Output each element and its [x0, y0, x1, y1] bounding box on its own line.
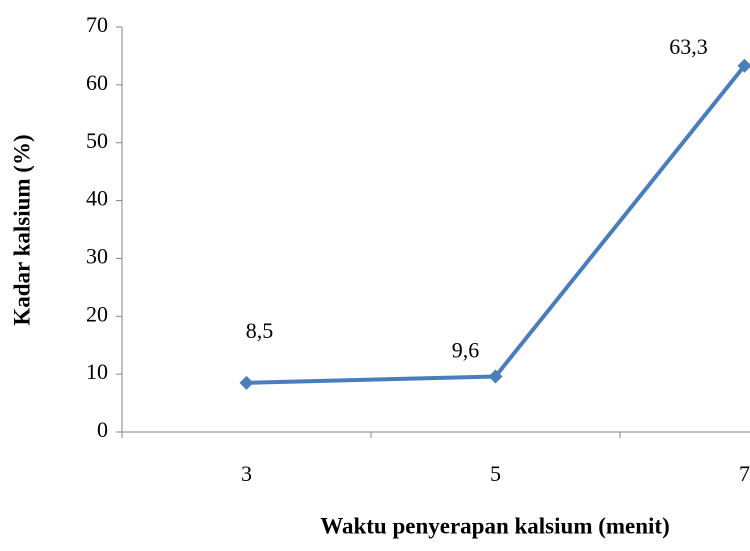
data-label: 8,5	[246, 318, 274, 343]
y-tick-label: 60	[86, 70, 108, 95]
y-tick-label: 10	[86, 359, 108, 384]
y-tick-label: 20	[86, 301, 108, 326]
data-point	[488, 369, 503, 384]
x-axis-label: Waktu penyerapan kalsium (menit)	[320, 513, 670, 538]
x-tick-label: 5	[490, 461, 501, 486]
data-point	[239, 375, 254, 390]
y-tick-label: 0	[97, 417, 108, 442]
x-tick-label: 7	[739, 461, 750, 486]
x-tick-label: 3	[241, 461, 252, 486]
y-tick-label: 70	[86, 12, 108, 37]
y-axis-label: Kadar kalsium (%)	[9, 134, 34, 325]
data-label: 63,3	[669, 34, 708, 59]
y-tick-label: 30	[86, 243, 108, 268]
y-tick-label: 50	[86, 128, 108, 153]
series-line	[246, 64, 747, 385]
data-point	[737, 58, 750, 73]
data-label: 9,6	[452, 338, 480, 363]
y-tick-label: 40	[86, 186, 108, 211]
